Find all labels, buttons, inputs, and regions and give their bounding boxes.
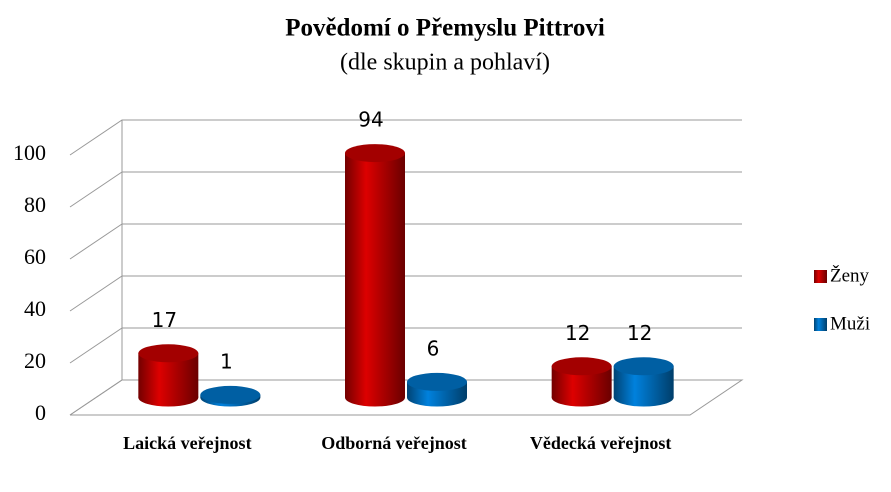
y-tick-label: 0 bbox=[35, 400, 46, 425]
grid-line bbox=[69, 223, 742, 260]
y-tick-label: 20 bbox=[24, 348, 46, 373]
x-tick-label: Vědecká veřejnost bbox=[529, 433, 672, 453]
legend-label: Muži bbox=[830, 313, 870, 334]
grid-line bbox=[69, 379, 742, 416]
chart-title: Povědomí o Přemyslu Pittrovi bbox=[285, 15, 605, 42]
bar-body bbox=[345, 153, 405, 398]
grid-line bbox=[69, 275, 742, 312]
bar-top bbox=[407, 372, 467, 391]
chart-subtitle: (dle skupin a pohlaví) bbox=[340, 50, 550, 76]
bar-top bbox=[613, 357, 674, 376]
value-label: 94 bbox=[358, 108, 383, 132]
bar-top bbox=[200, 385, 261, 404]
bar-top bbox=[345, 144, 405, 163]
grid-line bbox=[69, 171, 742, 208]
bar-top bbox=[551, 357, 612, 376]
legend-swatch bbox=[814, 318, 827, 331]
x-tick-label: Laická veřejnost bbox=[123, 433, 252, 453]
value-label: 12 bbox=[565, 321, 590, 345]
bar-top bbox=[138, 344, 199, 363]
legend-swatch bbox=[814, 270, 827, 283]
value-label: 6 bbox=[427, 336, 440, 360]
bar bbox=[551, 357, 612, 407]
y-tick-label: 40 bbox=[24, 296, 46, 321]
value-label: 12 bbox=[627, 321, 652, 345]
bar bbox=[200, 385, 261, 407]
y-tick-label: 80 bbox=[24, 192, 46, 217]
value-label: 1 bbox=[220, 349, 233, 373]
legend-label: Ženy bbox=[830, 264, 870, 286]
bar bbox=[613, 357, 674, 407]
grid-line bbox=[69, 119, 742, 156]
y-tick-label: 100 bbox=[13, 140, 46, 165]
bar bbox=[138, 344, 199, 407]
x-tick-label: Odborná veřejnost bbox=[321, 433, 467, 453]
bar bbox=[407, 372, 467, 407]
grid-line bbox=[69, 327, 742, 364]
value-label: 17 bbox=[152, 308, 177, 332]
y-tick-label: 60 bbox=[24, 244, 46, 269]
bar bbox=[345, 144, 405, 407]
